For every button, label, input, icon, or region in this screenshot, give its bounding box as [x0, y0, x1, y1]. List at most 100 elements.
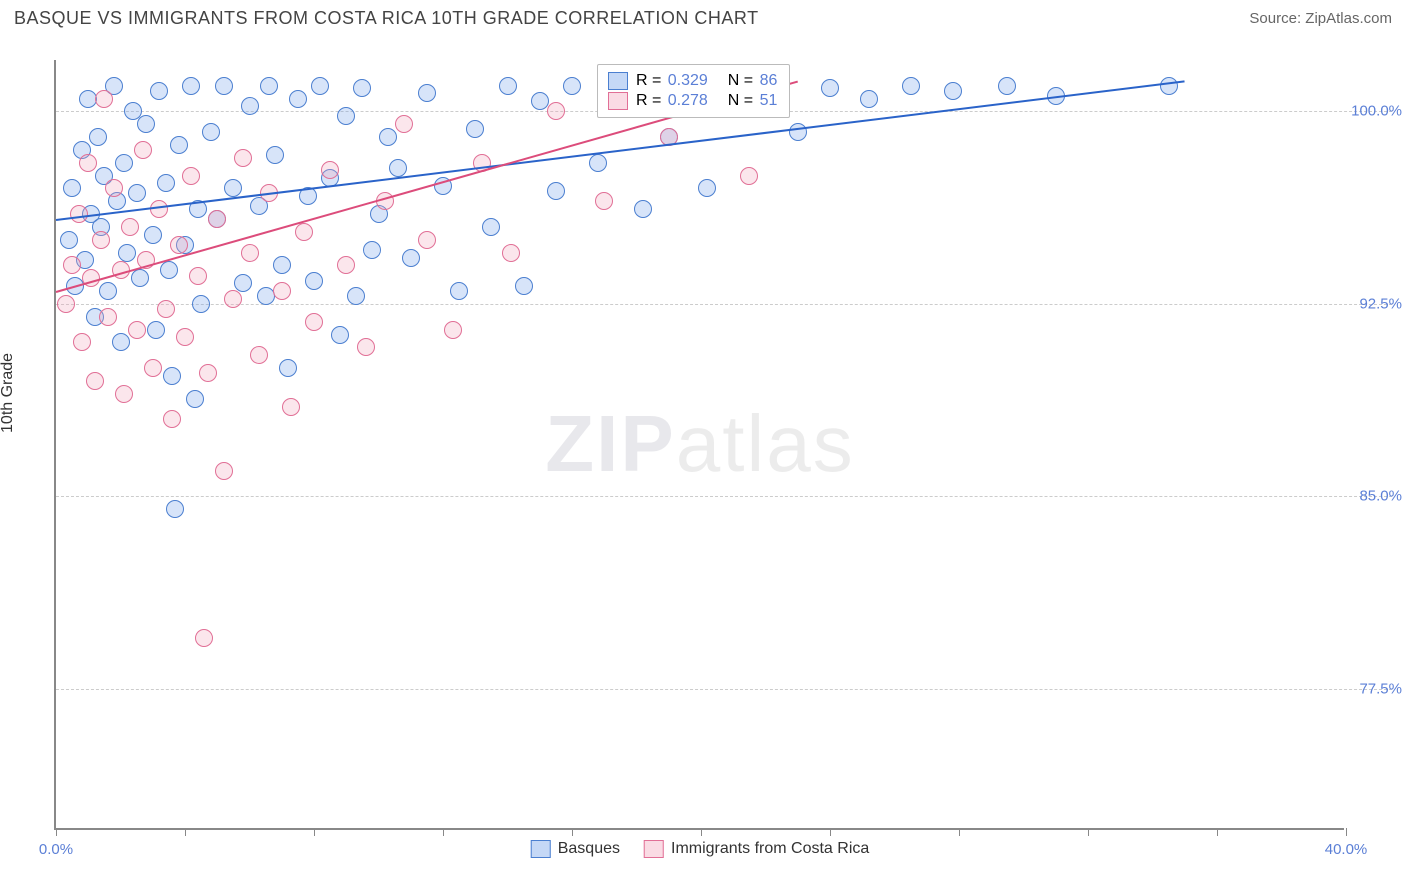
n-label: N = 51: [728, 92, 780, 110]
data-point: [418, 84, 436, 102]
data-point: [295, 223, 313, 241]
y-tick-label: 85.0%: [1348, 488, 1402, 505]
gridline: [56, 496, 1392, 497]
data-point: [1160, 77, 1178, 95]
data-point: [241, 244, 259, 262]
data-point: [363, 241, 381, 259]
data-point: [347, 287, 365, 305]
data-point: [305, 272, 323, 290]
legend-swatch: [531, 840, 551, 858]
gridline: [56, 689, 1392, 690]
y-tick-label: 92.5%: [1348, 295, 1402, 312]
y-tick-label: 100.0%: [1348, 103, 1402, 120]
data-point: [482, 218, 500, 236]
data-point: [144, 226, 162, 244]
data-point: [112, 333, 130, 351]
x-tick: [443, 828, 444, 836]
data-point: [279, 359, 297, 377]
x-tick-label: 0.0%: [39, 841, 73, 858]
data-point: [634, 200, 652, 218]
x-tick: [56, 828, 57, 836]
data-point: [79, 154, 97, 172]
data-point: [157, 300, 175, 318]
data-point: [105, 179, 123, 197]
data-point: [321, 161, 339, 179]
stats-legend-row: R = 0.278 N = 51: [608, 91, 779, 111]
data-point: [192, 295, 210, 313]
data-point: [86, 372, 104, 390]
data-point: [118, 244, 136, 262]
data-point: [466, 120, 484, 138]
data-point: [99, 282, 117, 300]
data-point: [998, 77, 1016, 95]
data-point: [215, 77, 233, 95]
data-point: [389, 159, 407, 177]
data-point: [92, 231, 110, 249]
data-point: [418, 231, 436, 249]
data-point: [189, 267, 207, 285]
x-tick: [1217, 828, 1218, 836]
data-point: [215, 462, 233, 480]
data-point: [273, 256, 291, 274]
data-point: [331, 326, 349, 344]
data-point: [202, 123, 220, 141]
data-point: [563, 77, 581, 95]
data-point: [63, 179, 81, 197]
data-point: [444, 321, 462, 339]
data-point: [166, 500, 184, 518]
x-tick: [701, 828, 702, 836]
data-point: [595, 192, 613, 210]
data-point: [450, 282, 468, 300]
data-point: [379, 128, 397, 146]
plot-area: ZIPatlas 77.5%85.0%92.5%100.0%0.0%40.0%R…: [54, 60, 1344, 830]
data-point: [157, 174, 175, 192]
y-tick-label: 77.5%: [1348, 680, 1402, 697]
data-point: [128, 184, 146, 202]
y-axis-label: 10th Grade: [0, 353, 17, 433]
data-point: [273, 282, 291, 300]
series-name: Immigrants from Costa Rica: [671, 840, 869, 858]
data-point: [89, 128, 107, 146]
data-point: [337, 107, 355, 125]
stats-legend-row: R = 0.329N = 86: [608, 71, 779, 91]
watermark: ZIPatlas: [545, 398, 854, 490]
data-point: [60, 231, 78, 249]
data-point: [502, 244, 520, 262]
data-point: [224, 179, 242, 197]
data-point: [182, 167, 200, 185]
data-point: [163, 410, 181, 428]
data-point: [353, 79, 371, 97]
data-point: [357, 338, 375, 356]
data-point: [147, 321, 165, 339]
data-point: [821, 79, 839, 97]
x-tick: [1346, 828, 1347, 836]
data-point: [131, 269, 149, 287]
data-point: [289, 90, 307, 108]
data-point: [515, 277, 533, 295]
data-point: [282, 398, 300, 416]
data-point: [241, 97, 259, 115]
data-point: [531, 92, 549, 110]
r-label: R = 0.278: [636, 92, 710, 110]
data-point: [789, 123, 807, 141]
data-point: [547, 182, 565, 200]
data-point: [740, 167, 758, 185]
data-point: [57, 295, 75, 313]
x-tick: [185, 828, 186, 836]
chart-container: 10th Grade ZIPatlas 77.5%85.0%92.5%100.0…: [14, 40, 1392, 888]
data-point: [589, 154, 607, 172]
series-legend-item: Immigrants from Costa Rica: [644, 840, 869, 858]
data-point: [234, 149, 252, 167]
data-point: [150, 82, 168, 100]
data-point: [902, 77, 920, 95]
stats-legend: R = 0.329N = 86R = 0.278 N = 51: [597, 64, 790, 118]
data-point: [182, 77, 200, 95]
x-tick: [314, 828, 315, 836]
data-point: [176, 328, 194, 346]
data-point: [163, 367, 181, 385]
data-point: [547, 102, 565, 120]
data-point: [208, 210, 226, 228]
legend-swatch: [644, 840, 664, 858]
series-legend-item: Basques: [531, 840, 620, 858]
data-point: [144, 359, 162, 377]
